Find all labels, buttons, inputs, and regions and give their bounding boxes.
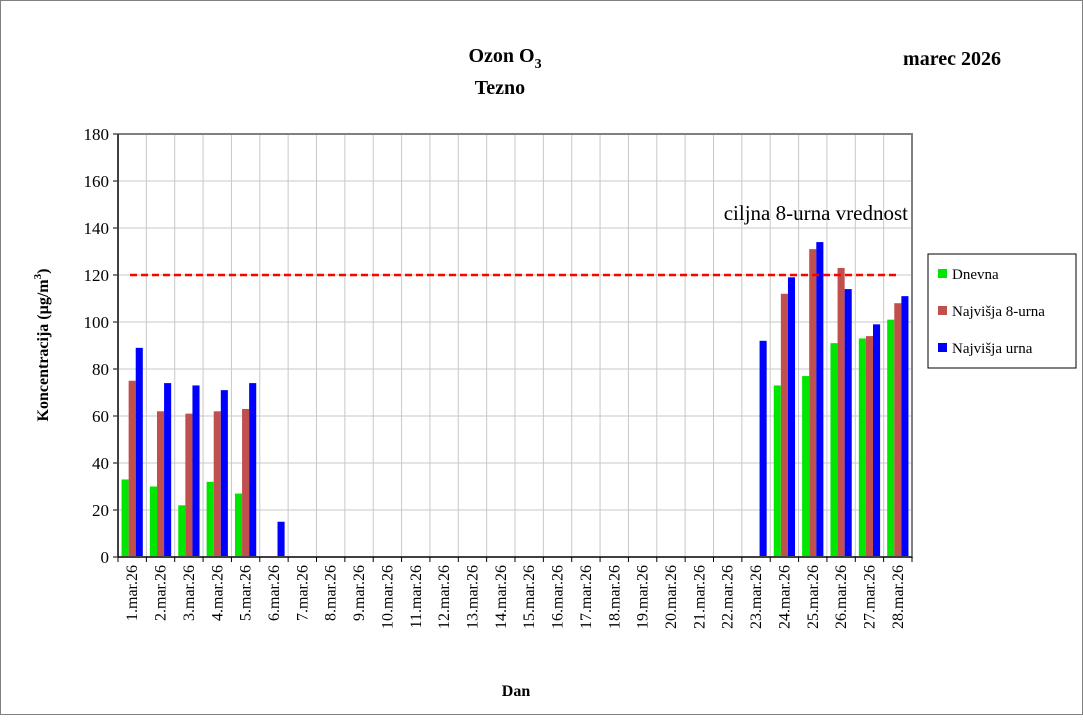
x-axis-label: Dan [502, 683, 531, 700]
x-tick-label: 24.mar.26 [776, 565, 793, 629]
x-tick-label: 17.mar.26 [578, 565, 595, 629]
bar-najvija-urna-2 [164, 383, 172, 557]
x-tick-label: 9.mar.26 [351, 565, 368, 621]
bar-najvija-8-urna-3 [185, 413, 193, 557]
target-line-label: ciljna 8-urna vrednost [724, 201, 908, 225]
x-tick-label: 23.mar.26 [748, 565, 765, 629]
bar-najvija-urna-26 [844, 289, 852, 557]
bar-dnevna-24 [773, 385, 781, 557]
bar-dnevna-27 [858, 338, 866, 557]
bar-najvija-8-urna-25 [809, 249, 817, 557]
y-tick-label: 20 [92, 501, 109, 520]
bar-najvija-8-urna-1 [128, 380, 136, 557]
chart-title-subscript: 3 [535, 57, 542, 72]
bar-najvija-8-urna-26 [837, 267, 845, 557]
bar-najvija-8-urna-4 [213, 411, 221, 557]
legend-label-2: Najvišja 8-urna [952, 304, 1045, 320]
x-tick-label: 8.mar.26 [323, 565, 340, 621]
x-tick-label: 15.mar.26 [521, 565, 538, 629]
bar-dnevna-28 [887, 319, 895, 557]
y-axis-label-end: ) [35, 269, 52, 274]
bar-najvija-urna-1 [135, 347, 143, 557]
x-tick-label: 21.mar.26 [691, 565, 708, 629]
bar-najvija-urna-23 [759, 340, 767, 557]
bar-najvija-8-urna-27 [865, 336, 874, 557]
y-tick-label: 60 [92, 407, 109, 426]
x-tick-label: 27.mar.26 [861, 565, 878, 629]
legend-swatch-2 [938, 306, 947, 315]
bar-najvija-urna-5 [249, 383, 257, 557]
chart-title: Ozon O3 [468, 45, 541, 72]
x-tick-label: 25.mar.26 [805, 565, 822, 629]
y-tick-label: 40 [92, 454, 109, 473]
x-tick-label: 5.mar.26 [238, 565, 255, 621]
y-axis-label: Koncentracija (µg/m3) [32, 269, 52, 422]
plot-area: 0 20 40 60 80 100 120 140 160 180 1.mar.26 2.mar.26… [84, 125, 913, 629]
y-tick-label: 0 [101, 548, 110, 567]
bar-najvija-urna-27 [873, 324, 881, 557]
legend-swatch-3 [938, 343, 947, 352]
bar-najvija-8-urna-24 [780, 293, 788, 557]
x-tick-label: 6.mar.26 [266, 565, 283, 621]
x-tick-label: 11.mar.26 [408, 565, 425, 628]
y-tick-label: 80 [92, 360, 109, 379]
legend-label-1: Dnevna [952, 267, 999, 283]
x-tick-label: 12.mar.26 [436, 565, 453, 629]
bar-najvija-8-urna-5 [242, 408, 250, 557]
y-tick-label: 160 [84, 172, 110, 191]
x-tick-label: 4.mar.26 [209, 565, 226, 621]
legend-box [927, 253, 1077, 369]
x-tick-label: 16.mar.26 [550, 565, 567, 629]
x-tick-label: 28.mar.26 [890, 565, 907, 629]
x-tick-label: 10.mar.26 [379, 565, 396, 629]
x-tick-label: 3.mar.26 [181, 565, 198, 621]
x-tick-label: 2.mar.26 [153, 565, 170, 621]
x-tick-label: 14.mar.26 [493, 565, 510, 629]
bar-najvija-urna-6 [277, 521, 285, 557]
y-tick-label: 180 [84, 125, 110, 144]
bar-dnevna-1 [121, 479, 129, 557]
y-tick-label: 120 [84, 266, 110, 285]
x-tick-label: 18.mar.26 [606, 565, 623, 629]
bar-dnevna-3 [178, 505, 186, 557]
bar-najvija-8-urna-28 [894, 303, 902, 557]
y-tick-label: 100 [84, 313, 110, 332]
bar-najvija-urna-25 [816, 242, 824, 557]
bar-najvija-urna-3 [192, 385, 200, 557]
x-tick-label: 1.mar.26 [124, 565, 141, 621]
x-tick-label: 22.mar.26 [720, 565, 737, 629]
legend: Dnevna Najvišja 8-urna Najvišja urna [927, 253, 1077, 369]
chart-subtitle: Tezno [475, 77, 525, 99]
bar-najvija-urna-28 [901, 296, 909, 557]
bar-dnevna-5 [234, 493, 243, 557]
y-tick-label: 140 [84, 219, 110, 238]
bar-dnevna-25 [802, 376, 810, 557]
bar-najvija-urna-4 [220, 390, 228, 557]
bar-dnevna-2 [149, 486, 157, 557]
bar-najvija-urna-24 [787, 277, 796, 557]
chart-period: marec 2026 [903, 48, 1001, 70]
x-tick-label: 7.mar.26 [294, 565, 311, 621]
legend-swatch-1 [938, 269, 947, 278]
legend-label-3: Najvišja urna [952, 341, 1033, 357]
x-tick-label: 20.mar.26 [663, 565, 680, 629]
bar-najvija-8-urna-2 [156, 411, 165, 557]
x-tick-label: 13.mar.26 [464, 565, 481, 629]
bar-dnevna-26 [830, 343, 838, 557]
bar-dnevna-4 [206, 481, 214, 557]
y-axis-label-sup: 3 [32, 273, 44, 279]
x-tick-label: 26.mar.26 [833, 565, 850, 629]
x-tick-label: 19.mar.26 [635, 565, 652, 629]
